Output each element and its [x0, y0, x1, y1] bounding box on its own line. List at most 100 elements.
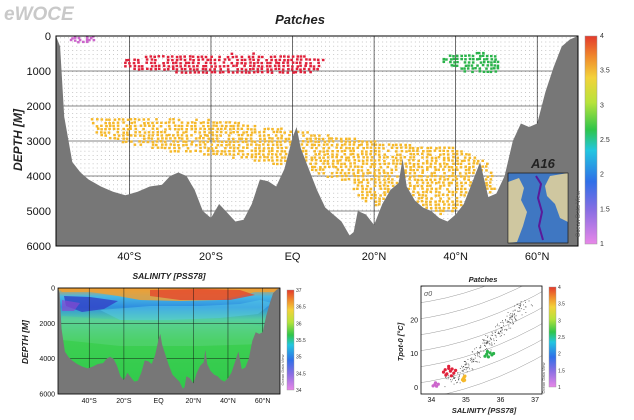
sample-dot [170, 167, 171, 169]
sample-dot [259, 45, 261, 47]
sample-dot [500, 134, 502, 135]
sample-dot [431, 54, 432, 55]
sample-dot [345, 209, 347, 211]
sample-dot [158, 113, 159, 114]
sample-dot [337, 129, 339, 131]
sample-dot [374, 222, 375, 223]
sample-dot [268, 37, 269, 39]
patch-point [224, 153, 228, 156]
sample-dot [349, 121, 351, 123]
sample-dot [406, 71, 408, 72]
patch-point [73, 39, 77, 42]
sample-dot [370, 129, 371, 131]
sample-dot [492, 113, 494, 114]
sample-dot [337, 113, 339, 114]
sample-dot [64, 41, 65, 43]
sample-dot [276, 41, 277, 43]
sample-dot [198, 121, 200, 123]
sample-dot [496, 121, 498, 123]
patch-point [281, 68, 285, 71]
patch-point [151, 127, 155, 130]
sample-dot [390, 41, 392, 43]
sample-dot [484, 176, 485, 177]
sample-dot [365, 171, 367, 173]
sample-dot [100, 180, 102, 181]
sample-dot [423, 83, 424, 85]
sample-dot [325, 50, 326, 51]
sample-dot [223, 45, 224, 47]
sample-dot [423, 66, 424, 68]
sample-dot [533, 79, 534, 81]
sample-dot [455, 163, 457, 165]
sample-dot [198, 163, 200, 165]
patch-point [228, 150, 231, 153]
sample-dot [406, 41, 408, 43]
sample-dot [525, 54, 526, 55]
sample-dot [121, 125, 123, 127]
sample-dot [141, 121, 143, 123]
patch-point [269, 65, 272, 68]
sample-dot [447, 50, 449, 51]
patch-point [172, 67, 175, 70]
sample-dot [202, 50, 204, 51]
sample-dot [72, 87, 74, 89]
sample-dot [353, 58, 355, 60]
sample-dot [463, 75, 465, 76]
sample-dot [121, 58, 123, 60]
sample-dot [129, 155, 131, 156]
sample-dot [390, 150, 392, 152]
sample-dot [113, 50, 114, 51]
patch-point [165, 134, 168, 137]
sample-dot [264, 92, 265, 93]
patch-point [113, 133, 116, 137]
sample-dot [88, 100, 90, 102]
sample-dot [109, 58, 110, 60]
sample-dot [121, 83, 123, 85]
sample-dot [357, 150, 359, 152]
sample-dot [255, 41, 257, 43]
patch-point [156, 127, 159, 130]
sample-dot [520, 117, 522, 118]
sample-dot [541, 54, 543, 55]
sample-dot [223, 125, 224, 127]
sample-dot [129, 163, 131, 165]
sample-dot [496, 180, 498, 181]
sample-dot [145, 79, 147, 81]
sample-dot [259, 79, 261, 81]
sample-dot [308, 129, 310, 131]
sample-dot [463, 184, 465, 186]
sample-dot [117, 113, 118, 114]
sample-dot [463, 45, 465, 47]
sample-dot [280, 113, 282, 114]
sample-dot [129, 96, 131, 97]
patch-point [159, 140, 163, 143]
sample-dot [308, 167, 310, 169]
sample-dot [186, 54, 188, 55]
sample-dot [390, 62, 392, 64]
sample-dot [178, 45, 180, 47]
sample-dot [561, 41, 563, 43]
sample-dot [533, 87, 534, 89]
patch-point [89, 36, 93, 40]
sample-dot [349, 62, 351, 64]
sample-dot [133, 108, 135, 110]
patch-point [128, 62, 131, 65]
sample-dot [406, 45, 408, 47]
sample-dot [451, 155, 453, 156]
sample-dot [345, 75, 347, 76]
sample-dot [537, 96, 538, 97]
sample-dot [419, 58, 420, 60]
patch-point [208, 68, 212, 71]
patch-point [299, 64, 302, 67]
sample-dot [529, 41, 530, 43]
sample-dot [390, 37, 392, 39]
sample-dot [472, 50, 473, 51]
sample-dot [357, 113, 359, 114]
sample-dot [476, 92, 477, 93]
sample-dot [211, 54, 212, 55]
sample-dot [129, 167, 131, 169]
sample-dot [312, 83, 314, 85]
sample-dot [333, 201, 335, 202]
sample-dot [333, 176, 335, 177]
